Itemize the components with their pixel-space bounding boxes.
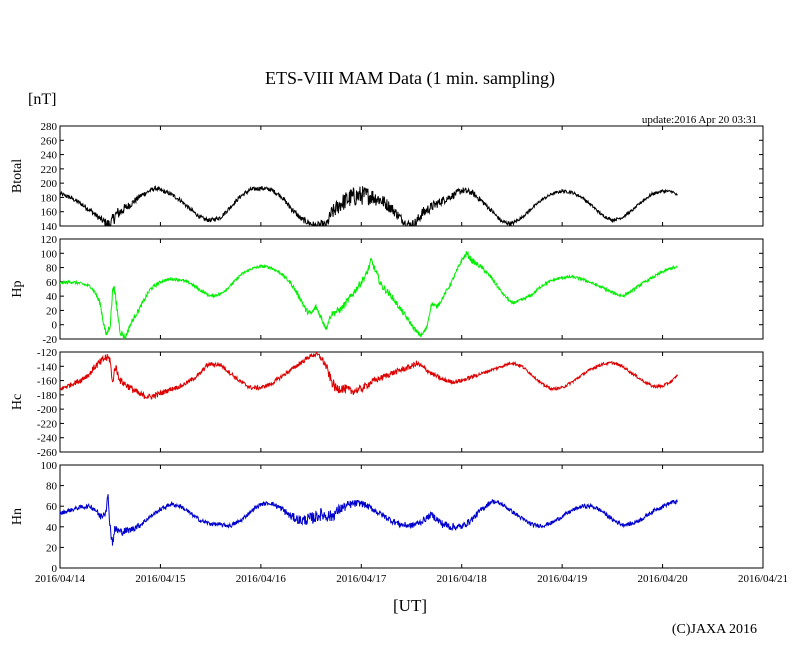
x-tick-label: 2016/04/21 [738, 573, 788, 585]
panel-label-hn: Hn [10, 508, 25, 525]
y-tick-label: 260 [41, 135, 58, 147]
y-tick-label: 0 [52, 563, 58, 575]
x-tick-label: 2016/04/14 [35, 573, 86, 585]
panel-hc: -260 -240 -220 -200 -180 -160 -140 -120 Hc [10, 347, 764, 459]
y-tick-label: -260 [37, 447, 58, 459]
x-tick-label: 2016/04/20 [638, 573, 689, 585]
x-axis-label: [UT] [393, 596, 427, 615]
x-tick-label: 2016/04/18 [437, 573, 488, 585]
y-tick-label: -160 [37, 376, 58, 388]
series-line-btotal [60, 185, 678, 226]
panel-frame [59, 238, 764, 340]
chart-title: ETS-VIII MAM Data (1 min. sampling) [265, 68, 555, 89]
y-tick-label: 120 [41, 234, 58, 246]
y-tick-label: 40 [46, 291, 58, 303]
series-line-hp [60, 251, 678, 339]
panel-label-hc: Hc [10, 394, 25, 410]
x-tick-label: 2016/04/16 [236, 573, 287, 585]
y-tick-label: 40 [46, 522, 58, 534]
y-tick-label: -220 [37, 418, 58, 430]
series-line-hc [60, 352, 679, 400]
y-tick-label: 160 [41, 207, 58, 219]
y-tick-label: 140 [41, 221, 58, 233]
y-tick-label: -20 [42, 334, 57, 346]
y-tick-label: 100 [41, 248, 58, 260]
y-tick-label: 80 [46, 263, 58, 275]
y-tick-label: -120 [37, 347, 58, 359]
y-tick-label: 280 [41, 121, 58, 133]
unit-label: [nT] [28, 91, 56, 108]
x-tick-label: 2016/04/19 [537, 573, 588, 585]
y-tick-label: -140 [37, 361, 58, 373]
y-tick-label: -240 [37, 433, 58, 445]
y-tick-label: 100 [41, 460, 58, 472]
x-tick-label: 2016/04/15 [135, 573, 186, 585]
panels-group: 140160180200220240260280Btotal-200204060… [10, 121, 764, 575]
y-tick-label: 20 [46, 305, 58, 317]
copyright-credit: (C)JAXA 2016 [672, 622, 757, 637]
y-tick-label: 80 [46, 481, 58, 493]
panel-hn: 0 20 40 60 80 100 Hn [10, 460, 764, 575]
y-tick-label: -200 [37, 404, 58, 416]
y-tick-label: 0 [52, 320, 58, 332]
panel-frame [59, 464, 764, 569]
x-axis: 2016/04/14 2016/04/15 2016/04/16 2016/04/17… [35, 573, 788, 585]
panel-frame [59, 351, 764, 453]
y-tick-label: 60 [46, 501, 58, 513]
y-tick-label: 200 [41, 178, 58, 190]
y-tick-label: -180 [37, 390, 58, 402]
x-tick-label: 2016/04/17 [336, 573, 387, 585]
y-tick-label: 240 [41, 150, 58, 162]
panel-label-hp: Hp [10, 280, 25, 297]
panel-frame [59, 125, 764, 227]
y-tick-label: 220 [41, 164, 58, 176]
panel-hp: -20 0 20 40 60 80 100 120 Hp [10, 234, 764, 346]
panel-btotal: 140 160 180 200 220 240 260 280 Btotal [10, 121, 764, 233]
update-timestamp: update:2016 Apr 20 03:31 [642, 114, 757, 126]
panel-label-btotal: Btotal [10, 159, 25, 193]
y-tick-label: 60 [46, 277, 58, 289]
y-tick-label: 20 [46, 542, 58, 554]
y-tick-label: 180 [41, 192, 58, 204]
series-line-hn [60, 494, 678, 546]
